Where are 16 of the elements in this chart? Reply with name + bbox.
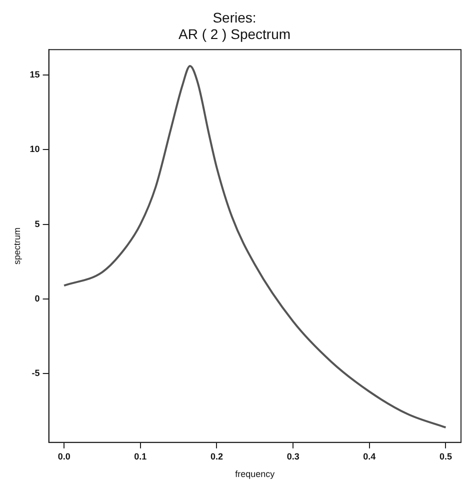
line-series xyxy=(63,65,447,428)
x-tick-label: 0.2 xyxy=(210,451,223,462)
x-axis-title: frequency xyxy=(235,469,276,480)
y-tick-label: 10 xyxy=(30,144,40,154)
y-tick-label: 5 xyxy=(34,218,40,229)
x-tick-label: 0.5 xyxy=(439,451,452,462)
chart-subtitle: AR ( 2 ) Spectrum xyxy=(178,26,291,42)
y-tick-label: 15 xyxy=(30,69,40,80)
chart-title: Series: xyxy=(212,9,256,26)
y-tick-label: -5 xyxy=(32,368,40,378)
x-tick-label: 0.3 xyxy=(286,451,300,462)
y-tick-label: 0 xyxy=(34,294,40,304)
x-tick-label: 0.0 xyxy=(58,451,70,462)
x-tick-label: 0.4 xyxy=(363,451,376,462)
x-tick-label: 0.1 xyxy=(134,451,147,462)
y-axis-title: spectrum xyxy=(12,227,22,265)
